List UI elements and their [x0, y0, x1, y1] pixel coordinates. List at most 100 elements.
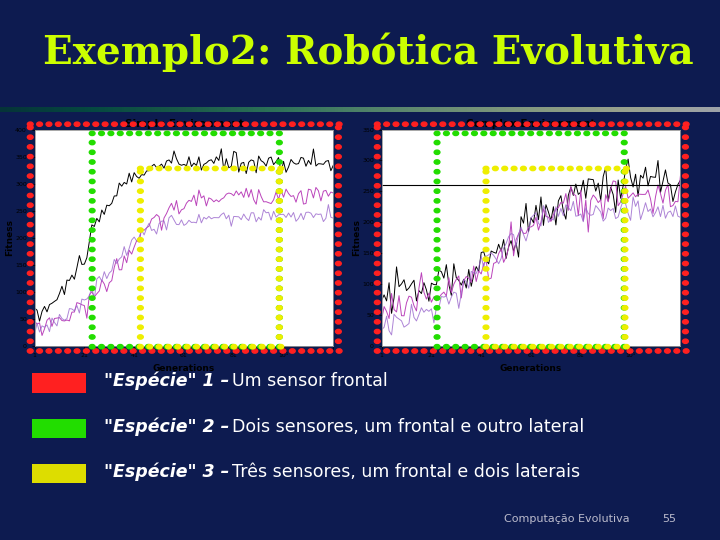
Circle shape	[138, 166, 143, 171]
Circle shape	[89, 325, 95, 329]
Circle shape	[276, 179, 282, 184]
Circle shape	[136, 131, 142, 136]
Circle shape	[434, 335, 440, 339]
Circle shape	[492, 166, 498, 171]
Circle shape	[27, 154, 33, 159]
Circle shape	[483, 199, 489, 203]
Circle shape	[393, 122, 399, 126]
Circle shape	[130, 349, 136, 353]
Circle shape	[233, 349, 239, 353]
Circle shape	[250, 345, 256, 349]
Circle shape	[89, 189, 95, 193]
Circle shape	[89, 276, 95, 281]
Circle shape	[156, 345, 162, 349]
Circle shape	[622, 306, 628, 310]
Circle shape	[374, 213, 380, 217]
Circle shape	[562, 122, 567, 126]
Circle shape	[89, 208, 95, 213]
Circle shape	[434, 325, 440, 329]
Circle shape	[665, 349, 670, 353]
Circle shape	[605, 166, 611, 171]
Circle shape	[276, 131, 282, 136]
Circle shape	[500, 131, 505, 136]
Circle shape	[158, 349, 164, 353]
Circle shape	[434, 345, 440, 349]
Circle shape	[374, 222, 380, 227]
Circle shape	[108, 131, 114, 136]
Circle shape	[477, 122, 483, 126]
Circle shape	[27, 261, 33, 266]
Circle shape	[374, 145, 380, 149]
Y-axis label: Fitness: Fitness	[352, 219, 361, 256]
Circle shape	[27, 252, 33, 256]
Circle shape	[27, 213, 33, 217]
Circle shape	[27, 329, 33, 334]
Circle shape	[89, 131, 95, 136]
Circle shape	[138, 238, 143, 242]
Circle shape	[374, 135, 380, 139]
Circle shape	[511, 345, 517, 349]
Circle shape	[434, 160, 440, 164]
Circle shape	[374, 300, 380, 305]
Circle shape	[621, 306, 627, 310]
Circle shape	[646, 349, 652, 353]
Circle shape	[614, 345, 620, 349]
Circle shape	[168, 122, 174, 126]
Circle shape	[168, 349, 174, 353]
Circle shape	[84, 349, 89, 353]
Circle shape	[567, 345, 573, 349]
Circle shape	[622, 170, 628, 174]
Circle shape	[621, 247, 627, 252]
Circle shape	[552, 122, 558, 126]
Circle shape	[683, 184, 688, 188]
Circle shape	[138, 257, 143, 261]
Circle shape	[621, 199, 627, 203]
Circle shape	[336, 164, 341, 168]
Circle shape	[27, 291, 33, 295]
Circle shape	[472, 131, 477, 136]
Circle shape	[138, 267, 143, 271]
Circle shape	[27, 135, 33, 139]
Circle shape	[621, 150, 627, 154]
Circle shape	[483, 170, 489, 174]
Circle shape	[528, 131, 534, 136]
Circle shape	[537, 131, 543, 136]
Circle shape	[521, 166, 526, 171]
Circle shape	[276, 335, 282, 339]
Circle shape	[299, 349, 305, 353]
Circle shape	[530, 345, 536, 349]
Circle shape	[621, 189, 627, 193]
Circle shape	[552, 349, 558, 353]
Circle shape	[565, 131, 571, 136]
Circle shape	[27, 145, 33, 149]
Circle shape	[89, 257, 95, 261]
Circle shape	[205, 349, 211, 353]
Circle shape	[27, 281, 33, 285]
Circle shape	[556, 131, 562, 136]
Circle shape	[627, 122, 633, 126]
Circle shape	[621, 257, 627, 261]
Circle shape	[138, 170, 143, 174]
Circle shape	[487, 122, 492, 126]
Circle shape	[593, 345, 599, 349]
Circle shape	[483, 257, 489, 261]
Circle shape	[276, 286, 282, 291]
Circle shape	[276, 238, 282, 242]
Circle shape	[621, 179, 627, 184]
Circle shape	[147, 166, 153, 171]
Circle shape	[627, 349, 633, 353]
Circle shape	[239, 131, 245, 136]
Circle shape	[683, 329, 688, 334]
Circle shape	[278, 345, 284, 349]
Circle shape	[259, 166, 265, 171]
Circle shape	[621, 238, 627, 242]
Circle shape	[483, 238, 489, 242]
Circle shape	[453, 345, 459, 349]
Circle shape	[483, 286, 489, 291]
Circle shape	[577, 345, 582, 349]
Circle shape	[374, 164, 380, 168]
Circle shape	[621, 345, 627, 349]
Circle shape	[444, 131, 449, 136]
Circle shape	[492, 345, 498, 349]
Circle shape	[65, 349, 71, 353]
